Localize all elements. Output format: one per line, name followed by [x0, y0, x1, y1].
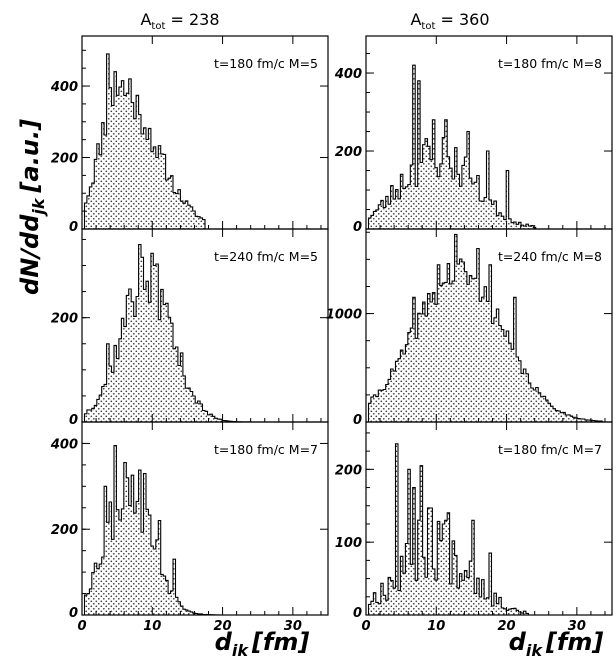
- histogram-fill: [368, 443, 529, 615]
- y-tick-label: 1000: [326, 308, 362, 323]
- y-tick-label: 0: [69, 220, 78, 235]
- y-tick-label: 400: [50, 80, 78, 95]
- y-tick-label: 100: [335, 536, 362, 551]
- y-tick-label: 0: [353, 220, 362, 235]
- panel-frame: [81, 421, 329, 616]
- column-title-left: Atot = 238: [140, 10, 219, 32]
- panel-annotation: t=180 fm/c M=8: [498, 56, 602, 71]
- histogram-fill: [368, 234, 603, 422]
- y-tick-label: 200: [335, 463, 362, 478]
- y-tick-label: 0: [69, 606, 78, 621]
- histogram-fill: [84, 445, 220, 615]
- x-tick-label: 30: [568, 619, 586, 634]
- y-tick-label: 200: [51, 523, 78, 538]
- histogram-panel: 0 200 400 0 10 20 30 t=180 fm/c M=7: [50, 421, 329, 634]
- y-tick-label: 0: [353, 606, 362, 621]
- panel-annotation: t=240 fm/c M=8: [498, 249, 602, 264]
- panel-annotation: t=180 fm/c M=7: [498, 442, 602, 457]
- x-tick-label: 30: [284, 619, 302, 634]
- histogram-panel: 0 1000 t=240 fm/c M=8: [326, 228, 613, 428]
- histogram-bars: [367, 233, 603, 423]
- histogram-panel: 0 200 400 t=180 fm/c M=8: [334, 35, 613, 235]
- x-axis-title-left: dik [fm]: [215, 628, 310, 660]
- histogram-fill: [368, 65, 536, 229]
- histogram-bars: [367, 64, 537, 230]
- y-tick-label: 200: [51, 312, 78, 327]
- y-tick-label: 400: [50, 437, 78, 452]
- x-tick-label: 10: [143, 619, 161, 634]
- panel-frame: [365, 421, 613, 616]
- x-tick-label: 0: [77, 619, 86, 634]
- histogram-panel: 0 200 t=240 fm/c M=5: [51, 228, 329, 428]
- y-tick-label: 200: [335, 145, 362, 160]
- histogram-fill: [84, 244, 255, 422]
- histogram-panel: 0 200 400 t=180 fm/c M=5: [50, 35, 329, 235]
- y-tick-label: 0: [353, 413, 362, 428]
- x-axis-title-right: dik [fm]: [509, 628, 604, 660]
- y-tick-label: 200: [51, 152, 78, 167]
- histogram-bars: [367, 443, 529, 616]
- column-title-right: Atot = 360: [410, 10, 489, 32]
- panel-annotation: t=240 fm/c M=5: [214, 249, 318, 264]
- histogram-bars: [83, 244, 255, 423]
- histogram-bars: [83, 445, 221, 616]
- x-tick-label: 20: [214, 619, 232, 634]
- x-tick-label: 20: [498, 619, 516, 634]
- panel-annotation: t=180 fm/c M=5: [214, 56, 318, 71]
- histogram-fill: [84, 53, 205, 230]
- histogram-panel: 0 100 200 0 10 20 30 t=180 fm/c M=7: [335, 421, 613, 634]
- panel-annotation: t=180 fm/c M=7: [214, 442, 318, 457]
- histogram-bars: [83, 53, 206, 230]
- y-tick-label: 400: [334, 67, 362, 82]
- x-tick-label: 10: [427, 619, 445, 634]
- x-tick-label: 0: [361, 619, 370, 634]
- y-tick-label: 0: [69, 413, 78, 428]
- y-axis-title: dN/ddjk[a.u.]: [16, 119, 48, 295]
